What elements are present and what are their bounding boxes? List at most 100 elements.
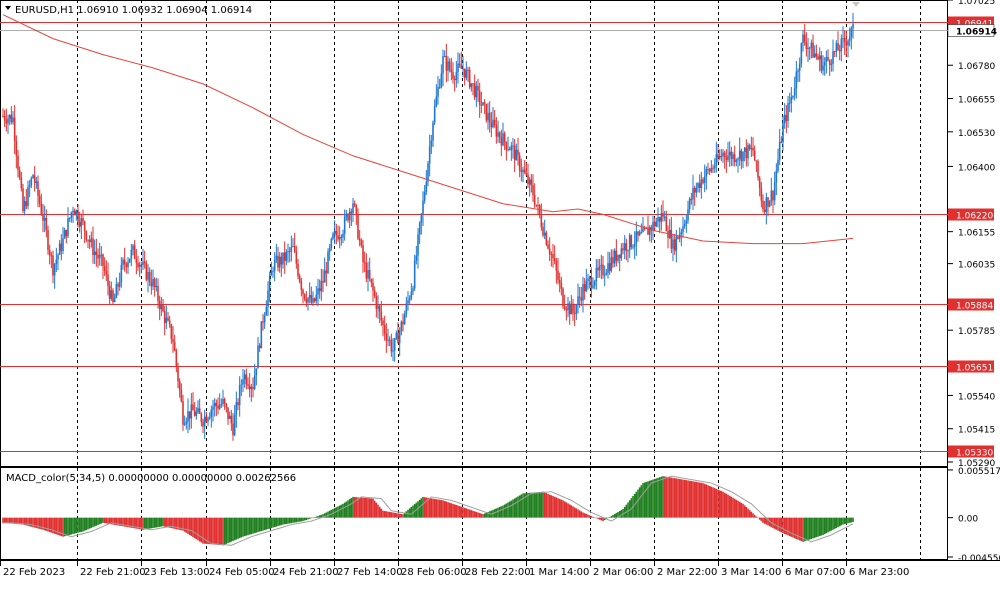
candle-body: [58, 243, 61, 255]
candle-body: [52, 255, 54, 276]
macd-bar: [465, 508, 468, 518]
candle-body: [368, 270, 371, 279]
candle-body: [618, 254, 621, 259]
macd-bar: [437, 499, 439, 518]
macd-bar: [235, 517, 238, 540]
candle-body: [167, 317, 169, 321]
macd-bar: [558, 498, 561, 518]
candle-body: [707, 169, 709, 171]
macd-bar: [580, 511, 583, 518]
macd-bar: [412, 505, 414, 518]
macd-bar: [233, 517, 236, 541]
macd-bar: [475, 511, 478, 518]
macd-bar: [755, 516, 758, 518]
macd-bar: [37, 517, 39, 529]
macd-bar: [813, 517, 816, 538]
macd-bar: [287, 517, 289, 524]
candle-body: [120, 265, 123, 283]
candle-body: [372, 282, 374, 291]
macd-bar: [462, 507, 464, 518]
macd-bar: [113, 517, 116, 525]
candle-body: [242, 379, 244, 385]
candle-body: [797, 70, 799, 72]
time-label: 1 Mar 14:00: [529, 567, 589, 578]
candle-body: [142, 261, 144, 266]
macd-bar: [237, 517, 239, 539]
macd-bar: [435, 499, 438, 518]
candle-body: [255, 368, 258, 376]
candle-body: [513, 145, 516, 161]
macd-bar: [807, 517, 809, 541]
shift-marker-icon[interactable]: [852, 2, 860, 7]
macd-bar: [223, 517, 226, 545]
candle-body: [303, 294, 306, 299]
candle-body: [35, 181, 38, 183]
macd-bar: [590, 516, 593, 518]
candle-body: [57, 254, 59, 260]
candle-body: [338, 237, 341, 240]
macd-bar: [85, 517, 88, 531]
candle-body: [580, 297, 583, 301]
macd-bar: [22, 517, 24, 525]
macd-bar: [150, 517, 153, 529]
macd-bar: [482, 514, 484, 518]
macd-bar: [378, 506, 381, 518]
candle-body: [312, 298, 314, 303]
candle-body: [412, 288, 414, 292]
candle-body: [205, 416, 208, 422]
candle-body: [608, 263, 611, 271]
candle-body: [390, 340, 393, 352]
candles: [2, 12, 854, 441]
candle-body: [172, 339, 174, 342]
macd-bar: [845, 517, 848, 524]
macd-bar: [120, 517, 123, 527]
candle-body: [568, 303, 571, 315]
macd-bar: [182, 517, 184, 531]
candle-body: [322, 280, 324, 283]
candle-body: [445, 56, 448, 71]
candle-body: [295, 251, 298, 264]
macd-bar: [230, 517, 233, 542]
candle-body: [648, 227, 651, 235]
macd-bar: [545, 493, 548, 518]
macd-bar: [102, 517, 104, 523]
candle-body: [500, 137, 503, 146]
candle-body: [640, 232, 643, 234]
macd-bar: [100, 517, 103, 524]
macd-bar: [677, 478, 679, 518]
candle-body: [288, 251, 291, 253]
macd-bar: [758, 517, 761, 520]
macd-bar: [612, 515, 614, 518]
macd-bar: [635, 491, 638, 518]
macd-bar: [620, 510, 623, 518]
macd-bar: [707, 485, 709, 518]
macd-bar: [633, 493, 636, 518]
collapse-triangle-icon[interactable]: [5, 6, 11, 10]
macd-bar: [732, 497, 734, 518]
candle-body: [3, 115, 6, 121]
candle-body: [287, 251, 289, 253]
macd-bar: [643, 482, 646, 518]
candle-body: [787, 103, 789, 122]
candle-body: [95, 251, 98, 255]
macd-bar: [73, 517, 76, 534]
candle-body: [557, 270, 559, 281]
candle-body: [348, 211, 351, 221]
candle-body: [395, 332, 398, 339]
macd-bar: [103, 517, 106, 524]
macd-bar: [470, 510, 473, 518]
horizontal-levels[interactable]: 1.069411.062201.058841.056511.053301.069…: [0, 16, 997, 459]
candle-body: [595, 267, 598, 282]
macd-bar: [137, 517, 139, 529]
macd-bar: [468, 509, 471, 518]
level-label: 1.05651: [956, 364, 993, 374]
macd-bar: [842, 517, 844, 525]
candle-body: [367, 270, 369, 279]
macd-bar: [20, 517, 23, 525]
macd-bar: [265, 517, 268, 530]
candle-body: [467, 69, 469, 71]
macd-bar: [593, 517, 596, 519]
candle-body: [42, 214, 44, 221]
